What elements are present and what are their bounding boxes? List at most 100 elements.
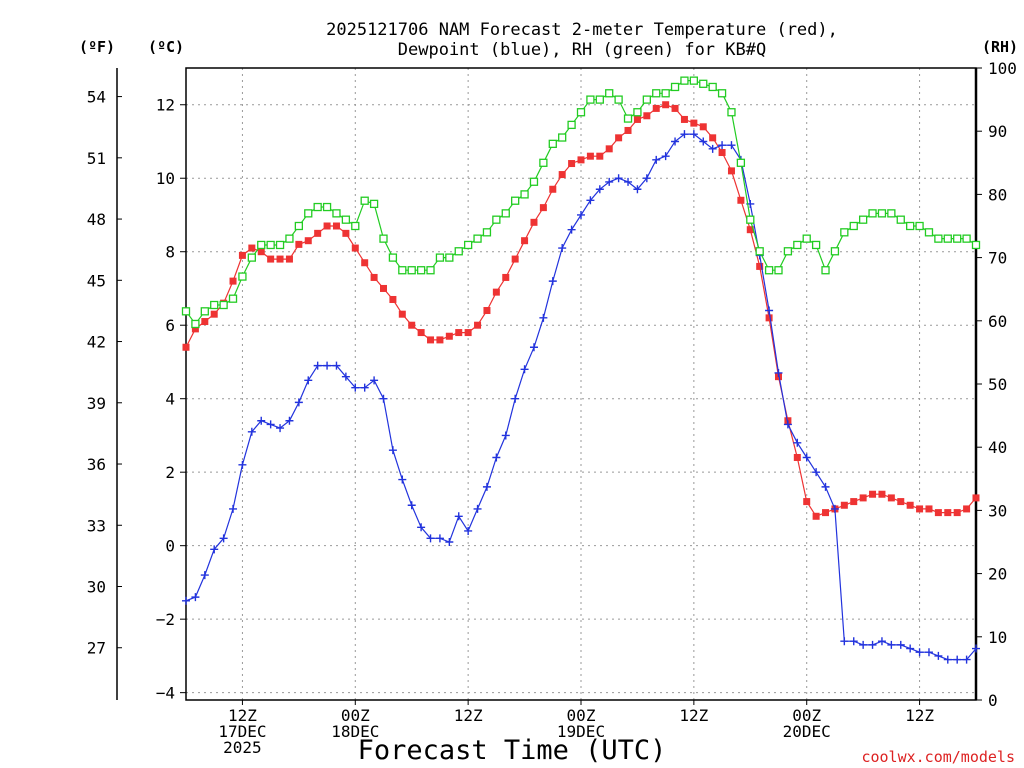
celsius-tick-label: −4 — [156, 684, 175, 703]
temperature-point — [869, 490, 877, 498]
rh-point — [605, 89, 614, 98]
temperature-point — [295, 240, 303, 248]
rh-point — [576, 108, 586, 117]
temperature-point — [586, 152, 594, 160]
temperature-point — [276, 255, 284, 263]
dewpoint-point — [915, 648, 924, 657]
rh-point — [445, 253, 454, 262]
temperature-point — [652, 104, 660, 112]
temperature-point — [210, 310, 218, 318]
dewpoint-point — [962, 655, 971, 664]
temperature-point — [257, 248, 265, 256]
temperature-point — [887, 494, 895, 502]
dewpoint-point — [774, 368, 783, 377]
temperature-point — [916, 505, 924, 513]
temperature-point — [859, 494, 867, 502]
rh-point — [548, 139, 557, 148]
temperature-point — [822, 509, 830, 517]
dewpoint-point — [191, 593, 200, 602]
x-tick-label: 2025 — [223, 738, 262, 757]
dewpoint-point — [501, 431, 510, 440]
temperature-point — [671, 104, 679, 112]
fahrenheit-tick-label: 54 — [87, 88, 106, 107]
rh-point — [341, 215, 351, 224]
temperature-point — [718, 149, 726, 157]
rh-point — [492, 215, 501, 224]
dewpoint-point — [520, 365, 529, 374]
rh-point — [736, 158, 746, 167]
dewpoint-point — [783, 420, 792, 429]
rh-point — [802, 234, 811, 243]
rh-point — [435, 253, 445, 262]
dewpoint-point — [482, 482, 491, 491]
temperature-point — [803, 498, 811, 506]
dewpoint-point — [943, 655, 952, 664]
rh-point — [266, 240, 275, 250]
celsius-tick-label: 4 — [165, 390, 175, 409]
dewpoint-point — [238, 460, 247, 469]
temperature-point — [558, 171, 566, 179]
temperature-point — [191, 325, 199, 333]
temperature-point — [934, 509, 942, 517]
temperature-point — [455, 329, 463, 337]
rh-point — [699, 79, 708, 88]
temperature-point — [229, 277, 237, 285]
rh-point — [793, 240, 802, 250]
temperature-point — [285, 255, 293, 263]
dewpoint-point — [605, 177, 614, 186]
temperature-point — [502, 273, 510, 281]
dewpoint-point — [821, 482, 830, 491]
dewpoint-point — [642, 174, 651, 183]
dewpoint-point — [586, 196, 595, 205]
rh-point — [868, 209, 877, 218]
fahrenheit-tick-label: 42 — [87, 333, 106, 352]
temperature-point — [953, 509, 961, 517]
dewpoint-point — [511, 394, 520, 403]
dewpoint-point — [200, 571, 209, 580]
dewpoint-point — [765, 306, 774, 315]
dewpoint-point — [624, 177, 633, 186]
temperature-point — [605, 145, 613, 153]
temperature-point — [427, 336, 435, 344]
temperature-point — [596, 152, 604, 160]
rh-point — [642, 95, 651, 104]
rh-point — [915, 221, 924, 231]
rh-tick-label: 40 — [988, 438, 1007, 457]
fahrenheit-tick-label: 45 — [87, 271, 106, 290]
rh-point — [322, 202, 332, 212]
temperature-point — [464, 329, 472, 337]
rh-point — [294, 221, 304, 231]
dewpoint-point — [671, 137, 680, 146]
x-tick-label: 12Z — [679, 706, 708, 725]
dewpoint-point — [276, 424, 285, 433]
rh-point — [896, 215, 905, 224]
temperature-point — [267, 255, 275, 263]
dewpoint-point — [332, 361, 341, 370]
rh-point — [529, 177, 539, 186]
rh-point — [210, 300, 219, 310]
rh-point — [511, 196, 520, 205]
chart-title-line-2: Dewpoint (blue), RH (green) for KB#Q — [398, 40, 766, 60]
series — [181, 76, 981, 664]
rh-point — [614, 95, 623, 104]
rh-point — [388, 253, 398, 262]
dewpoint-point — [257, 416, 266, 425]
fahrenheit-tick-label: 51 — [87, 149, 106, 168]
rh-point — [398, 266, 407, 275]
temperature-point — [389, 295, 397, 303]
dewpoint-point — [435, 534, 444, 543]
dewpoint-point — [953, 655, 962, 664]
dewpoint-point — [266, 420, 275, 429]
rh-tick-label: 30 — [988, 501, 1007, 520]
temperature-point — [624, 126, 632, 134]
dewpoint-point — [830, 504, 839, 513]
temperature-point — [314, 229, 322, 237]
dewpoint-point — [360, 383, 369, 392]
x-tick-label: 12Z — [454, 706, 483, 725]
celsius-tick-label: 0 — [165, 537, 175, 556]
rh-point — [746, 215, 755, 224]
watermark: coolwx.com/models — [861, 748, 1015, 766]
temperature-point — [323, 222, 331, 230]
rh-point — [680, 76, 689, 85]
temperature-point — [727, 167, 735, 175]
